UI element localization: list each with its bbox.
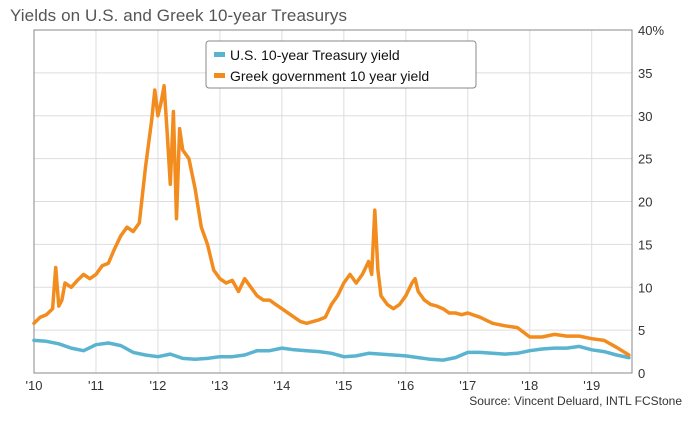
x-axis: '10 '11 '12 '13 '14 '15 '16 '17 '18 '19 [26,378,601,393]
x-tick-label: '18 [521,378,538,393]
legend-label-us: U.S. 10-year Treasury yield [230,47,400,63]
source-note: Source: Vincent Deluard, INTL FCStone [469,394,682,408]
legend-swatch-greek [214,73,225,78]
legend-box [205,40,477,89]
plot-frame [33,29,633,374]
y-tick-label: 25 [638,152,652,167]
legend: U.S. 10-year Treasury yield Greek govern… [205,40,477,89]
y-tick-label: 5 [638,323,645,338]
y-tick-label: 0 [638,366,645,381]
y-tick-label: 30 [638,109,652,124]
y-tick-label: 20 [638,195,652,210]
x-tick-label: '16 [397,378,414,393]
x-tick-label: '13 [211,378,228,393]
x-tick-label: '11 [88,378,104,393]
x-tick-label: '15 [335,378,352,393]
series-line-us [32,338,631,362]
x-tick-label: '14 [273,378,290,393]
chart-title: Yields on U.S. and Greek 10-year Treasur… [10,6,348,25]
legend-label-greek: Greek government 10 year yield [230,68,429,84]
y-tick-label: 40% [638,23,664,38]
x-tick-label: '19 [583,378,600,393]
series-layer [32,83,631,362]
x-tick-label: '12 [149,378,166,393]
y-tick-label: 15 [638,237,652,252]
series-line-greek [32,83,631,357]
y-axis: 0 5 10 15 20 25 30 35 40% [638,23,664,381]
y-tick-label: 10 [638,280,652,295]
legend-swatch-us [214,52,225,57]
x-tick-label: '10 [26,378,43,393]
y-tick-label: 35 [638,66,652,81]
x-tick-label: '17 [459,378,476,393]
